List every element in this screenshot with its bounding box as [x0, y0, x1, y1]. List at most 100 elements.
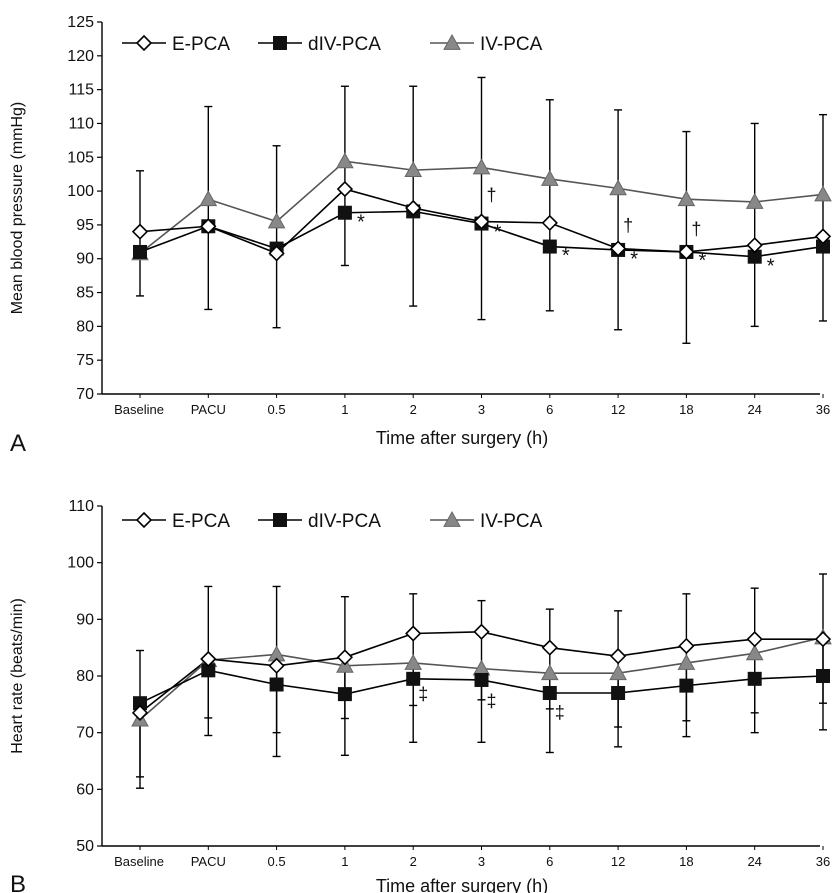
x-tick-label: PACU — [191, 854, 226, 869]
significance-marker: ‡ — [555, 703, 565, 723]
data-point-iv-pca — [336, 152, 354, 169]
data-point-iv-pca — [609, 664, 627, 681]
x-tick-label: 12 — [611, 402, 625, 417]
x-tick-label: 6 — [546, 402, 553, 417]
y-tick-label: 75 — [76, 352, 94, 369]
data-point-e-pca — [814, 228, 832, 245]
data-point-e-pca — [336, 180, 354, 198]
legend-label-e-pca: E-PCA — [172, 34, 230, 55]
data-point-e-pca — [746, 631, 763, 648]
x-tick-label: 18 — [679, 402, 693, 417]
data-point-iv-pca — [814, 185, 832, 202]
y-tick-label: 60 — [76, 781, 94, 798]
x-tick-label: 3 — [478, 402, 485, 417]
significance-marker: * — [357, 211, 365, 233]
significance-marker: † — [623, 216, 633, 236]
legend-marker-div-pca — [273, 36, 287, 50]
data-point-e-pca — [609, 240, 627, 257]
x-tick-label: 6 — [546, 854, 553, 869]
y-tick-label: 90 — [76, 251, 94, 268]
legend: E-PCA dIV-PCA IV-PCA — [122, 33, 543, 55]
x-tick-label: 2 — [410, 854, 417, 869]
significance-marker: * — [630, 248, 638, 270]
y-tick-label: 105 — [67, 149, 94, 166]
data-point-div-pca — [816, 239, 830, 254]
data-point-div-pca — [747, 671, 762, 686]
significance-marker: * — [699, 250, 707, 272]
data-point-iv-pca — [404, 161, 423, 178]
data-point-div-pca — [133, 696, 147, 711]
x-tick-label: PACU — [191, 402, 226, 417]
legend-label-e-pca: E-PCA — [172, 511, 230, 532]
data-point-iv-pca — [267, 212, 286, 229]
data-point-div-pca — [542, 239, 557, 254]
data-point-e-pca — [405, 199, 422, 217]
x-tick-label: Baseline — [114, 854, 164, 869]
x-axis-title: Time after surgery (h) — [376, 876, 548, 893]
y-tick-label: 100 — [67, 555, 94, 572]
panel-a: 70 75 80 85 90 95 100 105 110 115 120 125 Baseline PA… — [9, 14, 832, 457]
y-tick-label: 120 — [67, 48, 94, 65]
y-tick-label: 80 — [76, 668, 94, 685]
significance-marker: * — [767, 255, 775, 277]
data-point-div-pca — [406, 671, 421, 686]
data-point-e-pca — [609, 648, 627, 665]
data-point-e-pca — [268, 657, 285, 674]
data-point-e-pca — [541, 639, 558, 656]
data-point-e-pca — [746, 237, 763, 254]
x-tick-label: 12 — [611, 854, 625, 869]
data-point-e-pca — [131, 223, 149, 240]
data-point-iv-pca — [540, 169, 559, 186]
legend-marker-iv-pca — [443, 33, 461, 50]
data-point-e-pca — [541, 214, 558, 232]
panel-label: A — [10, 430, 26, 457]
x-tick-label: 36 — [816, 402, 830, 417]
x-tick-label: 36 — [816, 854, 830, 869]
x-tick-label: 18 — [679, 854, 693, 869]
y-tick-label: 95 — [76, 217, 94, 234]
data-point-div-pca — [269, 677, 284, 692]
y-tick-label: 110 — [68, 115, 94, 132]
y-tick-label: 85 — [76, 285, 94, 302]
data-point-e-pca — [131, 704, 149, 721]
data-point-e-pca — [473, 213, 490, 230]
y-tick-label: 125 — [67, 14, 94, 31]
y-axis-title: Heart rate (beats/min) — [9, 598, 26, 754]
y-tick-label: 70 — [76, 725, 94, 742]
data-point-div-pca — [337, 205, 352, 220]
legend: E-PCA dIV-PCA IV-PCA — [122, 510, 543, 532]
x-tick-label: 1 — [341, 402, 348, 417]
legend-marker-div-pca — [273, 513, 287, 527]
data-point-iv-pca — [472, 158, 491, 175]
y-tick-label: 80 — [76, 318, 94, 335]
data-point-div-pca — [542, 686, 557, 700]
y-axis-title: Mean blood pressure (mmHg) — [9, 102, 26, 315]
data-point-div-pca — [816, 669, 830, 683]
legend-label-iv-pca: IV-PCA — [480, 511, 543, 532]
significance-marker: † — [691, 219, 701, 239]
y-tick-label: 110 — [68, 498, 94, 515]
legend-label-iv-pca: IV-PCA — [480, 34, 543, 55]
data-point-iv-pca — [609, 179, 627, 196]
y-tick-label: 100 — [67, 183, 94, 200]
data-point-div-pca — [611, 686, 626, 700]
significance-marker: * — [494, 221, 502, 243]
data-point-div-pca — [337, 687, 352, 702]
data-point-e-pca — [405, 625, 422, 642]
data-point-e-pca — [200, 218, 217, 235]
legend-marker-iv-pca — [443, 510, 461, 527]
x-tick-label: Baseline — [114, 402, 164, 417]
x-tick-label: 3 — [478, 854, 485, 869]
significance-marker: † — [486, 185, 496, 205]
data-point-e-pca — [200, 650, 217, 668]
significance-marker: ‡ — [486, 691, 496, 711]
y-tick-label: 70 — [76, 386, 94, 403]
y-tick-label: 115 — [68, 82, 94, 99]
significance-marker: * — [562, 245, 570, 267]
data-point-e-pca — [678, 243, 695, 261]
data-point-e-pca — [473, 623, 490, 640]
data-point-div-pca — [133, 244, 147, 259]
legend-label-div-pca: dIV-PCA — [308, 511, 381, 532]
panel-label: B — [10, 871, 26, 893]
data-point-iv-pca — [745, 192, 764, 209]
